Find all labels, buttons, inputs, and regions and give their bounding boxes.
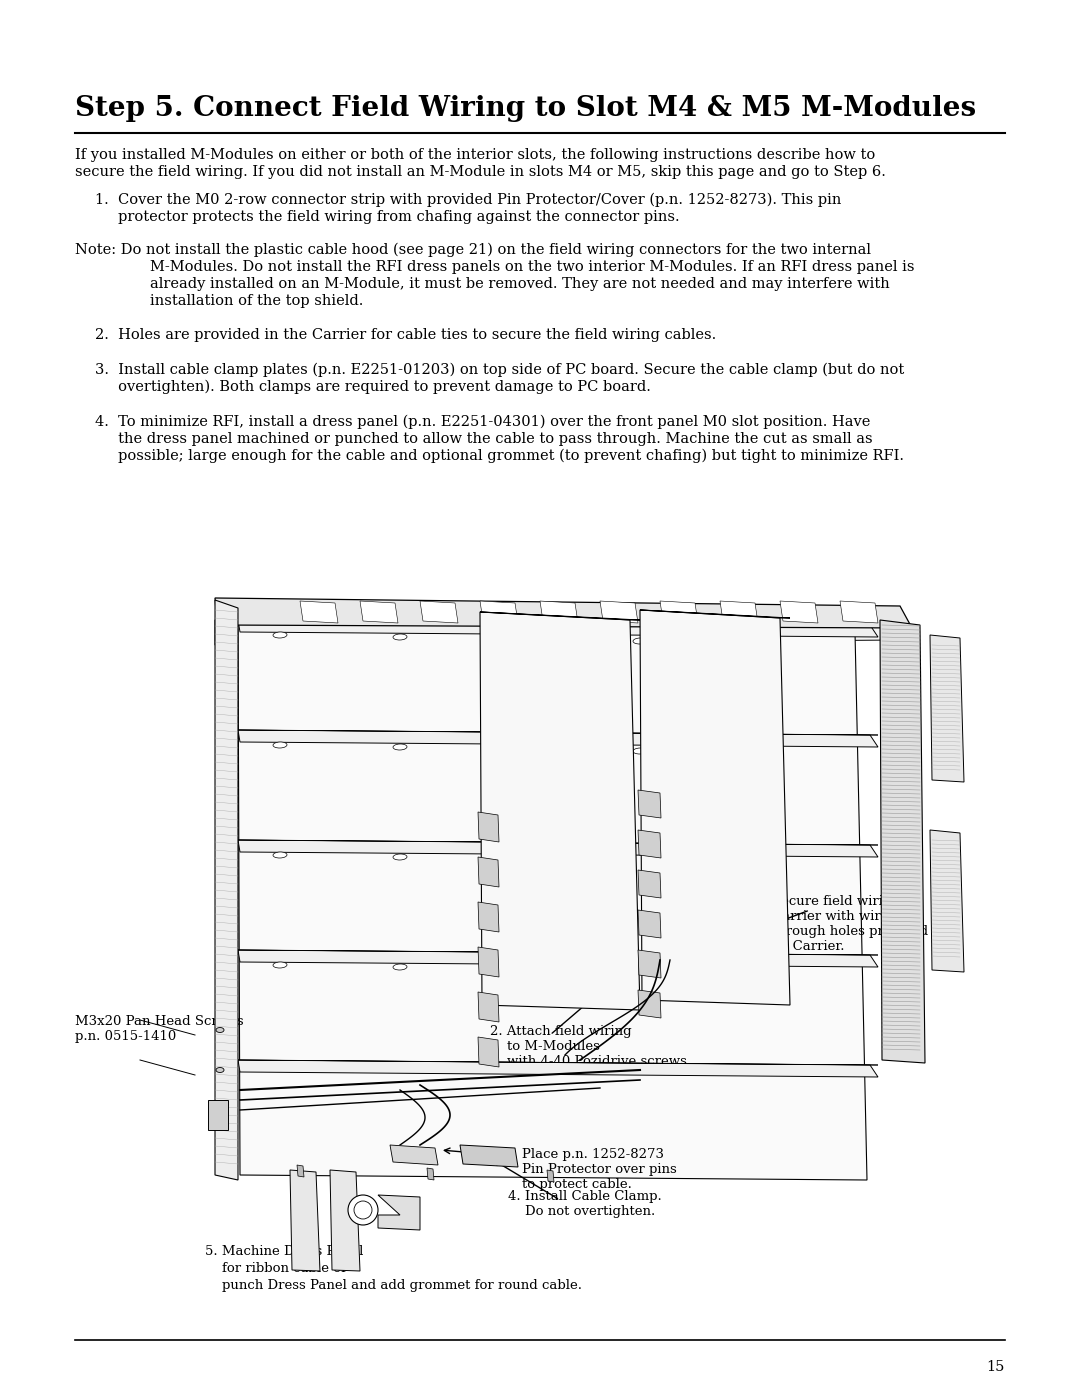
Polygon shape (460, 1146, 518, 1166)
Polygon shape (215, 599, 238, 1180)
Text: 3.  Install cable clamp plates (p.n. E2251-01203) on top side of PC board. Secur: 3. Install cable clamp plates (p.n. E225… (95, 363, 904, 377)
Polygon shape (360, 601, 399, 623)
Text: 1. Place p.n. 1252-8273
    Pin Protector over pins
    to protect cable.: 1. Place p.n. 1252-8273 Pin Protector ov… (505, 1148, 677, 1192)
Polygon shape (478, 856, 499, 887)
Polygon shape (930, 636, 964, 782)
Polygon shape (660, 601, 698, 623)
Polygon shape (640, 610, 789, 617)
Polygon shape (420, 601, 458, 623)
Text: Step 5. Connect Field Wiring to Slot M4 & M5 M-Modules: Step 5. Connect Field Wiring to Slot M4 … (75, 95, 976, 122)
Text: If you installed M-Modules on either or both of the interior slots, the followin: If you installed M-Modules on either or … (75, 148, 875, 162)
Text: already installed on an M-Module, it must be removed. They are not needed and ma: already installed on an M-Module, it mus… (113, 277, 890, 291)
Text: for ribbon cable or: for ribbon cable or (205, 1261, 348, 1275)
Text: 4. Install Cable Clamp.
    Do not overtighten.: 4. Install Cable Clamp. Do not overtight… (508, 1190, 662, 1218)
Text: 4.  To minimize RFI, install a dress panel (p.n. E2251-04301) over the front pan: 4. To minimize RFI, install a dress pane… (95, 415, 870, 429)
Polygon shape (478, 992, 499, 1023)
Polygon shape (330, 1171, 360, 1271)
Polygon shape (540, 601, 578, 623)
Polygon shape (238, 731, 878, 735)
Polygon shape (238, 1060, 878, 1077)
Ellipse shape (393, 964, 407, 970)
Polygon shape (780, 601, 818, 623)
Text: the dress panel machined or punched to allow the cable to pass through. Machine : the dress panel machined or punched to a… (95, 432, 873, 446)
Text: protector protects the field wiring from chafing against the connector pins.: protector protects the field wiring from… (95, 210, 679, 224)
Polygon shape (638, 789, 661, 819)
Polygon shape (238, 840, 878, 845)
Text: Note: Do not install the plastic cable hood (see page 21) on the field wiring co: Note: Do not install the plastic cable h… (75, 243, 870, 257)
Circle shape (348, 1194, 378, 1225)
Text: 3. Secure field wiring to
    Carrier with wire ties
    through holes provided
: 3. Secure field wiring to Carrier with w… (755, 895, 928, 953)
Ellipse shape (273, 963, 287, 968)
Text: installation of the top shield.: installation of the top shield. (113, 293, 363, 307)
Text: M3x20 Pan Head Screws
p.n. 0515-1410: M3x20 Pan Head Screws p.n. 0515-1410 (75, 1016, 244, 1044)
Polygon shape (720, 601, 758, 623)
Polygon shape (478, 812, 499, 842)
Text: punch Dress Panel and add grommet for round cable.: punch Dress Panel and add grommet for ro… (205, 1280, 582, 1292)
Ellipse shape (273, 742, 287, 747)
Ellipse shape (513, 856, 527, 862)
Ellipse shape (393, 634, 407, 640)
Polygon shape (478, 902, 499, 932)
Ellipse shape (273, 852, 287, 858)
Polygon shape (238, 840, 878, 856)
Text: possible; large enough for the cable and optional grommet (to prevent chafing) b: possible; large enough for the cable and… (95, 448, 904, 464)
Ellipse shape (273, 631, 287, 638)
Circle shape (354, 1201, 372, 1220)
Polygon shape (880, 620, 924, 1063)
Polygon shape (208, 1099, 228, 1130)
Polygon shape (930, 830, 964, 972)
Polygon shape (238, 950, 878, 956)
Text: secure the field wiring. If you did not install an M-Module in slots M4 or M5, s: secure the field wiring. If you did not … (75, 165, 886, 179)
Ellipse shape (393, 745, 407, 750)
Polygon shape (480, 612, 640, 1010)
Text: overtighten). Both clamps are required to prevent damage to PC board.: overtighten). Both clamps are required t… (95, 380, 651, 394)
Polygon shape (238, 731, 878, 747)
Polygon shape (390, 1146, 438, 1165)
Text: M-Modules. Do not install the RFI dress panels on the two interior M-Modules. If: M-Modules. Do not install the RFI dress … (113, 260, 915, 274)
Polygon shape (378, 1194, 420, 1229)
Text: 2. Attach field wiring
    to M-Modules
    with 4-40 Pozidrive screws.: 2. Attach field wiring to M-Modules with… (490, 1025, 691, 1067)
Ellipse shape (753, 640, 767, 645)
Polygon shape (238, 624, 867, 1180)
Ellipse shape (216, 1067, 224, 1073)
Polygon shape (238, 620, 878, 637)
Polygon shape (638, 830, 661, 858)
Ellipse shape (513, 636, 527, 643)
Polygon shape (546, 1171, 554, 1182)
Polygon shape (215, 598, 912, 629)
Ellipse shape (633, 638, 647, 644)
Polygon shape (238, 620, 878, 624)
Ellipse shape (393, 854, 407, 861)
Polygon shape (640, 610, 789, 1004)
Text: 15: 15 (987, 1361, 1005, 1375)
Polygon shape (480, 601, 518, 623)
Polygon shape (638, 990, 661, 1018)
Text: 5. Machine Dress Panel: 5. Machine Dress Panel (205, 1245, 363, 1259)
Polygon shape (297, 1165, 303, 1178)
Polygon shape (215, 615, 900, 645)
Text: 2.  Holes are provided in the Carrier for cable ties to secure the field wiring : 2. Holes are provided in the Carrier for… (95, 328, 716, 342)
Ellipse shape (216, 1028, 224, 1032)
Text: 1.  Cover the M0 2-row connector strip with provided Pin Protector/Cover (p.n. 1: 1. Cover the M0 2-row connector strip wi… (95, 193, 841, 207)
Polygon shape (238, 1060, 878, 1065)
Polygon shape (427, 1168, 434, 1180)
Polygon shape (480, 612, 640, 620)
Polygon shape (291, 1171, 320, 1271)
Polygon shape (638, 950, 661, 978)
Ellipse shape (633, 747, 647, 754)
Polygon shape (638, 870, 661, 898)
Polygon shape (478, 947, 499, 977)
Polygon shape (600, 601, 638, 623)
Polygon shape (638, 909, 661, 937)
Ellipse shape (513, 746, 527, 752)
Polygon shape (840, 601, 878, 623)
Polygon shape (238, 950, 878, 967)
Polygon shape (478, 1037, 499, 1067)
Polygon shape (300, 601, 338, 623)
